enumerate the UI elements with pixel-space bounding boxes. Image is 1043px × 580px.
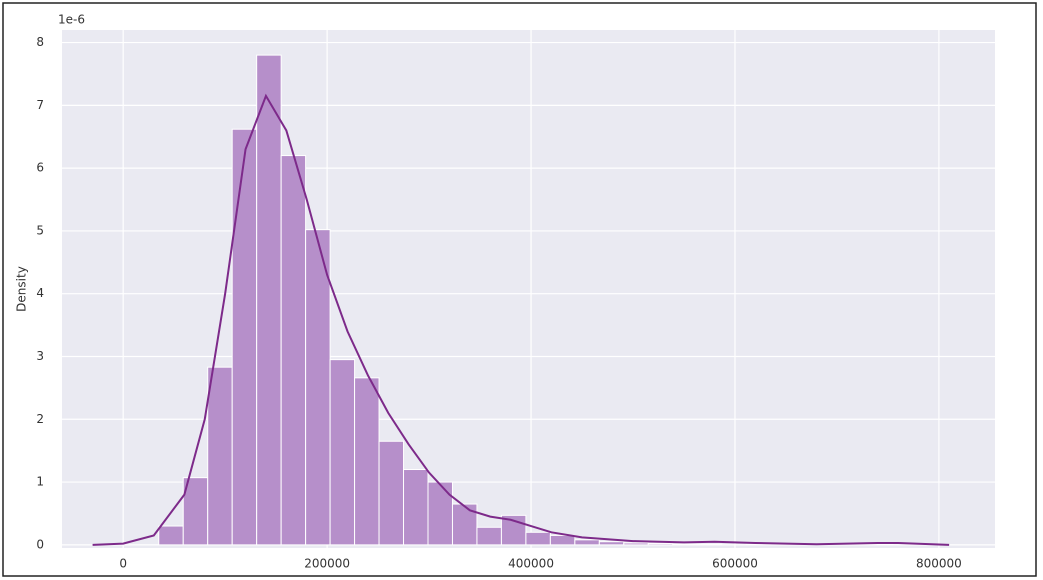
bar bbox=[745, 543, 772, 546]
kde-line bbox=[92, 93, 950, 546]
bar bbox=[868, 543, 894, 546]
bar bbox=[207, 366, 233, 546]
bar bbox=[500, 514, 527, 546]
bar bbox=[231, 128, 258, 546]
bar bbox=[378, 440, 405, 546]
bar bbox=[549, 534, 576, 546]
bar bbox=[280, 155, 307, 546]
x-tick-label: 0 bbox=[119, 557, 127, 571]
y-tick-label: 1 bbox=[36, 475, 44, 489]
bar bbox=[696, 543, 723, 546]
bar bbox=[158, 525, 184, 546]
x-tick-label: 400000 bbox=[508, 557, 554, 571]
x-tick-label: 200000 bbox=[304, 557, 350, 571]
bar bbox=[525, 531, 551, 546]
bar bbox=[305, 229, 331, 546]
plot-area bbox=[62, 30, 995, 548]
bar bbox=[647, 543, 674, 546]
y-tick-label: 7 bbox=[36, 98, 44, 112]
y-axis-label: Density bbox=[15, 266, 29, 312]
bar bbox=[403, 469, 429, 546]
y-tick-label: 2 bbox=[36, 412, 44, 426]
bar bbox=[329, 359, 356, 546]
bar bbox=[574, 539, 600, 546]
bar bbox=[623, 542, 649, 546]
bar bbox=[598, 541, 625, 546]
bar bbox=[451, 503, 478, 546]
bar bbox=[354, 377, 380, 546]
bar bbox=[672, 543, 698, 546]
y-tick-label: 5 bbox=[36, 223, 44, 237]
bar bbox=[476, 526, 502, 546]
y-tick-label: 8 bbox=[36, 35, 44, 49]
y-tick-label: 4 bbox=[36, 286, 44, 300]
offset-label: 1e-6 bbox=[58, 13, 85, 27]
x-tick-label: 600000 bbox=[712, 557, 758, 571]
y-tick-label: 0 bbox=[36, 537, 44, 551]
y-tick-label: 6 bbox=[36, 161, 44, 175]
x-tick-label: 800000 bbox=[916, 557, 962, 571]
bar bbox=[427, 481, 453, 546]
bar bbox=[256, 54, 282, 546]
y-tick-label: 3 bbox=[36, 349, 44, 363]
